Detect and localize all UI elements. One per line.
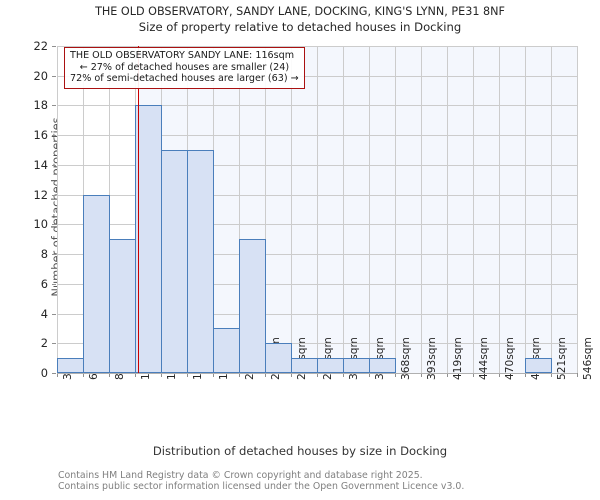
y-tick (52, 105, 56, 107)
x-tick (317, 373, 318, 377)
x-tick (421, 373, 422, 377)
y-tick-label: 16 (33, 128, 49, 143)
histogram-bar (317, 358, 344, 373)
histogram-bar (343, 358, 370, 373)
gridline-v (57, 46, 58, 373)
y-tick-label: 10 (33, 217, 49, 232)
annotation-box: THE OLD OBSERVATORY SANDY LANE: 116sqm ←… (64, 47, 305, 89)
x-tick (135, 373, 136, 377)
x-tick (499, 373, 500, 377)
x-tick (239, 373, 240, 377)
x-tick (57, 373, 58, 377)
footer-attribution: Contains HM Land Registry data © Crown c… (58, 470, 598, 493)
gridline-v (317, 46, 318, 373)
histogram-bar (109, 239, 136, 373)
x-tick (343, 373, 344, 377)
x-axis-title: Distribution of detached houses by size … (152, 444, 448, 458)
page-subtitle: Size of property relative to detached ho… (138, 20, 462, 34)
y-tick-label: 18 (33, 98, 49, 113)
x-tick (161, 373, 162, 377)
x-tick (265, 373, 266, 377)
y-tick (52, 75, 56, 77)
y-tick (52, 224, 56, 226)
y-tick (52, 46, 56, 47)
y-tick-label: 8 (40, 247, 48, 262)
y-tick (52, 343, 56, 345)
x-tick (577, 373, 578, 377)
annotation-line-1: THE OLD OBSERVATORY SANDY LANE: 116sqm (70, 50, 295, 61)
histogram-bar (135, 105, 162, 373)
gridline-v (577, 46, 578, 373)
gridline-v (291, 46, 292, 373)
histogram-bar (525, 358, 552, 373)
y-tick-label: 20 (33, 68, 49, 83)
gridline-v (343, 46, 344, 373)
histogram-bar (369, 358, 396, 373)
gridline-v (265, 46, 266, 373)
plot-area (57, 46, 578, 374)
footer-line-2: Contains public sector information licen… (58, 481, 465, 493)
x-tick (525, 373, 526, 377)
x-tick (291, 373, 292, 377)
histogram-bar (239, 239, 266, 373)
y-tick-label: 4 (40, 306, 48, 321)
annotation-line-2: ← 27% of detached houses are smaller (24… (79, 61, 290, 73)
y-tick (52, 373, 56, 374)
y-tick (52, 164, 56, 166)
x-tick (447, 373, 448, 377)
y-tick-label: 14 (33, 157, 49, 172)
page-title: THE OLD OBSERVATORY, SANDY LANE, DOCKING… (95, 5, 505, 18)
gridline-v (395, 46, 396, 373)
histogram-bar (291, 358, 318, 373)
gridline-v (421, 46, 422, 373)
gridline-v (499, 46, 500, 373)
y-tick-label: 12 (33, 187, 49, 202)
y-tick-label: 22 (33, 39, 49, 53)
footer-line-1: Contains HM Land Registry data © Crown c… (58, 470, 423, 481)
x-tick (83, 373, 84, 377)
histogram-bar (213, 328, 240, 373)
y-tick (52, 283, 56, 285)
y-tick (52, 194, 56, 196)
gridline-v (369, 46, 370, 373)
gridline-v (525, 46, 526, 373)
x-tick (187, 373, 188, 377)
histogram-bar (57, 358, 84, 373)
gridline-v (447, 46, 448, 373)
histogram-bar (187, 150, 214, 373)
gridline-v (239, 46, 240, 373)
histogram-bar (83, 194, 110, 373)
x-tick (395, 373, 396, 377)
gridline-v (551, 46, 552, 373)
y-tick (52, 313, 56, 315)
x-tick (109, 373, 110, 377)
histogram-bar (265, 343, 292, 373)
annotation-line-3: 72% of semi-detached houses are larger (… (70, 73, 299, 85)
title-block: THE OLD OBSERVATORY, SANDY LANE, DOCKING… (0, 4, 600, 35)
y-tick-label: 0 (40, 366, 48, 380)
y-tick (52, 254, 56, 256)
y-tick (52, 135, 56, 137)
y-tick-label: 2 (40, 336, 48, 351)
x-tick (551, 373, 552, 377)
histogram-bar (161, 150, 188, 373)
x-tick (369, 373, 370, 377)
x-tick (473, 373, 474, 377)
property-size-marker-line (137, 46, 140, 373)
x-tick-label: 546sqm (581, 337, 594, 380)
y-tick-label: 6 (40, 276, 48, 291)
gridline-v (473, 46, 474, 373)
x-tick (213, 373, 214, 377)
x-axis-line (57, 373, 577, 374)
